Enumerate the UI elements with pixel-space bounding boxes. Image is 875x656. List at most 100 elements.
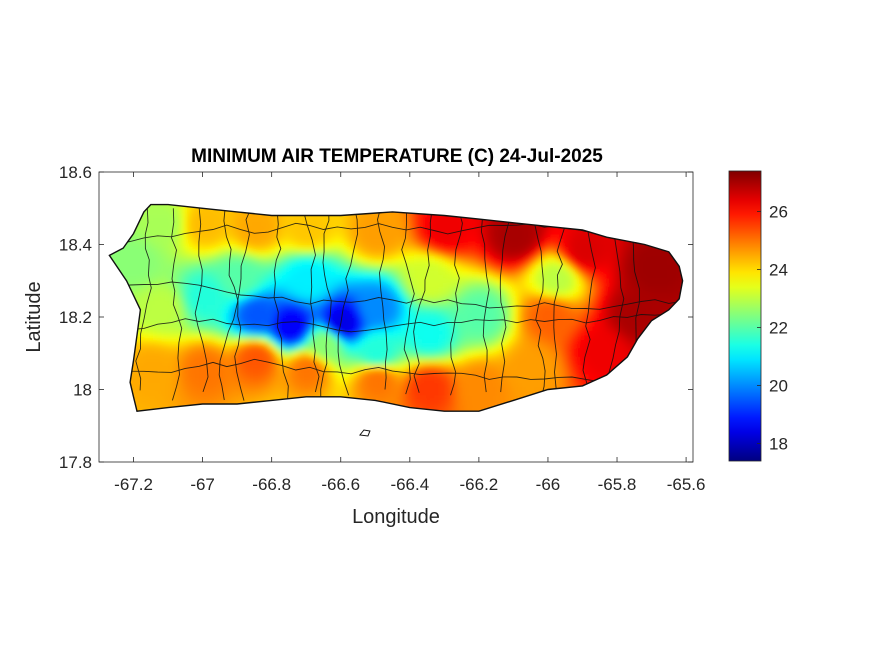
field-cell xyxy=(418,308,423,314)
field-cell xyxy=(281,395,286,401)
field-cell xyxy=(459,290,465,296)
field-cell xyxy=(198,338,204,344)
field-cell xyxy=(476,243,481,248)
field-cell xyxy=(235,277,241,283)
field-cell xyxy=(331,347,336,353)
field-cell xyxy=(360,325,365,331)
field-cell xyxy=(244,377,249,383)
field-cell xyxy=(443,269,448,275)
field-cell xyxy=(389,234,394,240)
field-cell xyxy=(231,243,237,248)
field-cell xyxy=(476,408,481,412)
field-cell xyxy=(235,212,241,218)
field-cell xyxy=(297,317,303,322)
field-cell xyxy=(268,273,274,279)
field-cell xyxy=(409,212,415,218)
field-cell xyxy=(476,364,481,370)
field-cell xyxy=(256,382,262,388)
field-cell xyxy=(455,234,461,240)
field-cell xyxy=(405,390,411,396)
field-cell xyxy=(264,290,270,296)
field-cell xyxy=(480,404,485,409)
field-cell xyxy=(322,382,328,388)
field-cell xyxy=(360,290,365,296)
field-cell xyxy=(405,360,411,366)
field-cell xyxy=(206,399,212,405)
field-cell xyxy=(140,299,146,305)
field-cell xyxy=(169,212,175,218)
field-cell xyxy=(409,243,415,248)
field-cell xyxy=(418,264,423,270)
field-cell xyxy=(434,269,440,275)
field-cell xyxy=(331,286,336,292)
field-cell xyxy=(368,247,374,253)
field-cell xyxy=(223,260,228,266)
field-cell xyxy=(389,356,394,362)
field-cell xyxy=(372,395,378,401)
field-cell xyxy=(443,369,448,375)
field-cell xyxy=(405,243,411,248)
field-cell xyxy=(190,273,195,279)
field-cell xyxy=(467,343,473,349)
field-cell xyxy=(355,312,361,318)
field-cell xyxy=(434,247,440,253)
field-cell xyxy=(380,334,386,340)
field-cell xyxy=(331,351,336,357)
field-cell xyxy=(422,325,427,331)
field-cell xyxy=(405,404,411,409)
field-cell xyxy=(198,256,204,262)
field-cell xyxy=(152,247,158,253)
field-cell xyxy=(455,351,461,357)
field-cell xyxy=(447,330,452,335)
field-cell xyxy=(426,386,432,392)
field-cell xyxy=(165,290,170,296)
field-cell xyxy=(157,243,162,248)
field-cell xyxy=(161,234,166,240)
field-cell xyxy=(322,338,328,344)
field-cell xyxy=(405,343,411,349)
field-cell xyxy=(426,247,432,253)
field-cell xyxy=(310,299,316,305)
field-cell xyxy=(418,390,423,396)
field-cell xyxy=(132,290,137,296)
field-cell xyxy=(293,343,299,349)
field-cell xyxy=(463,356,469,362)
field-cell xyxy=(256,264,262,270)
field-cell xyxy=(376,308,382,314)
field-cell xyxy=(326,243,332,248)
field-cell xyxy=(268,334,274,340)
field-cell xyxy=(281,303,286,309)
field-cell xyxy=(335,264,340,270)
field-cell xyxy=(219,360,224,366)
field-cell xyxy=(414,373,419,379)
field-cell xyxy=(260,277,266,283)
field-cell xyxy=(401,216,407,222)
field-cell xyxy=(277,351,282,357)
field-cell xyxy=(397,399,403,405)
field-cell xyxy=(227,303,233,309)
field-cell xyxy=(401,303,407,309)
field-cell xyxy=(128,273,133,279)
field-cell xyxy=(335,303,340,309)
field-cell xyxy=(389,286,394,292)
field-cell xyxy=(459,334,465,340)
field-cell xyxy=(447,247,452,253)
field-cell xyxy=(393,295,398,301)
field-cell xyxy=(306,373,311,379)
field-cell xyxy=(173,295,179,301)
field-cell xyxy=(339,351,345,357)
field-cell xyxy=(459,330,465,335)
field-cell xyxy=(277,269,282,275)
field-cell xyxy=(165,286,170,292)
field-cell xyxy=(152,390,158,396)
field-cell xyxy=(293,390,299,396)
field-cell xyxy=(152,243,158,248)
field-cell xyxy=(372,382,378,388)
field-cell xyxy=(351,390,357,396)
field-cell xyxy=(326,386,332,392)
field-cell xyxy=(380,317,386,322)
field-cell xyxy=(335,234,340,240)
field-cell xyxy=(351,251,357,257)
field-cell xyxy=(355,212,361,218)
field-cell xyxy=(161,317,166,322)
